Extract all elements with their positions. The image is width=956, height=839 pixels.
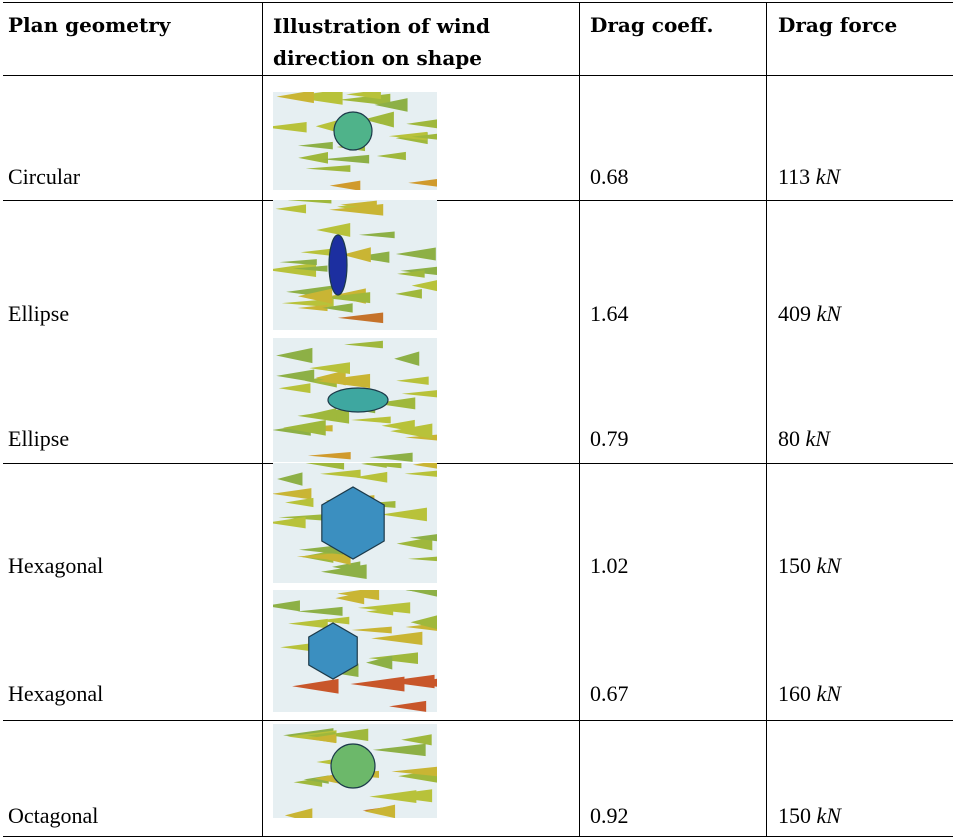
rule: [3, 2, 953, 3]
drag-force-cell: 409 kN: [778, 301, 841, 327]
wind-illustration: [273, 338, 437, 462]
rule: [3, 200, 953, 201]
drag-coeff-cell: 0.92: [590, 803, 629, 829]
geometry-cell: Ellipse: [8, 301, 69, 327]
force-unit: kN: [817, 803, 841, 828]
force-unit: kN: [806, 426, 830, 451]
force-value: 150: [778, 553, 811, 578]
force-unit: kN: [817, 681, 841, 706]
force-value: 160: [778, 681, 811, 706]
drag-coeff-cell: 1.02: [590, 553, 629, 579]
geometry-cell: Hexagonal: [8, 553, 103, 579]
rule: [766, 2, 767, 837]
geometry-cell: Ellipse: [8, 426, 69, 452]
wind-illustration: [273, 92, 437, 190]
shape: [328, 388, 388, 412]
force-unit: kN: [817, 301, 841, 326]
drag-force-cell: 150 kN: [778, 803, 841, 829]
rule: [3, 463, 953, 464]
background: [273, 200, 437, 330]
geometry-cell: Circular: [8, 164, 80, 190]
header-cell: Drag force: [778, 12, 897, 38]
wind-illustration: [273, 200, 437, 330]
header-cell: Plan geometry: [8, 12, 170, 38]
shape: [331, 744, 375, 788]
table: Plan geometry Illustration of wind direc…: [0, 0, 956, 839]
force-value: 113: [778, 164, 810, 189]
force-value: 150: [778, 803, 811, 828]
drag-coeff-cell: 1.64: [590, 301, 629, 327]
shape: [334, 112, 372, 150]
wind-illustration: [273, 463, 437, 583]
drag-coeff-cell: 0.67: [590, 681, 629, 707]
shape: [329, 235, 347, 295]
drag-force-cell: 150 kN: [778, 553, 841, 579]
rule: [579, 2, 580, 837]
wind-illustration: [273, 590, 437, 712]
header-cell: Illustration of wind direction on shape: [273, 10, 563, 74]
geometry-cell: Octagonal: [8, 803, 98, 829]
force-value: 80: [778, 426, 800, 451]
force-unit: kN: [816, 164, 840, 189]
drag-force-cell: 80 kN: [778, 426, 830, 452]
geometry-cell: Hexagonal: [8, 681, 103, 707]
wind-illustration: [273, 724, 437, 818]
drag-coeff-cell: 0.79: [590, 426, 629, 452]
drag-force-cell: 113 kN: [778, 164, 840, 190]
rule: [3, 836, 953, 837]
header-cell: Drag coeff.: [590, 12, 713, 38]
drag-force-cell: 160 kN: [778, 681, 841, 707]
force-unit: kN: [817, 553, 841, 578]
rule: [3, 720, 953, 721]
rule: [3, 75, 953, 76]
force-value: 409: [778, 301, 811, 326]
rule: [262, 2, 263, 837]
drag-coeff-cell: 0.68: [590, 164, 629, 190]
